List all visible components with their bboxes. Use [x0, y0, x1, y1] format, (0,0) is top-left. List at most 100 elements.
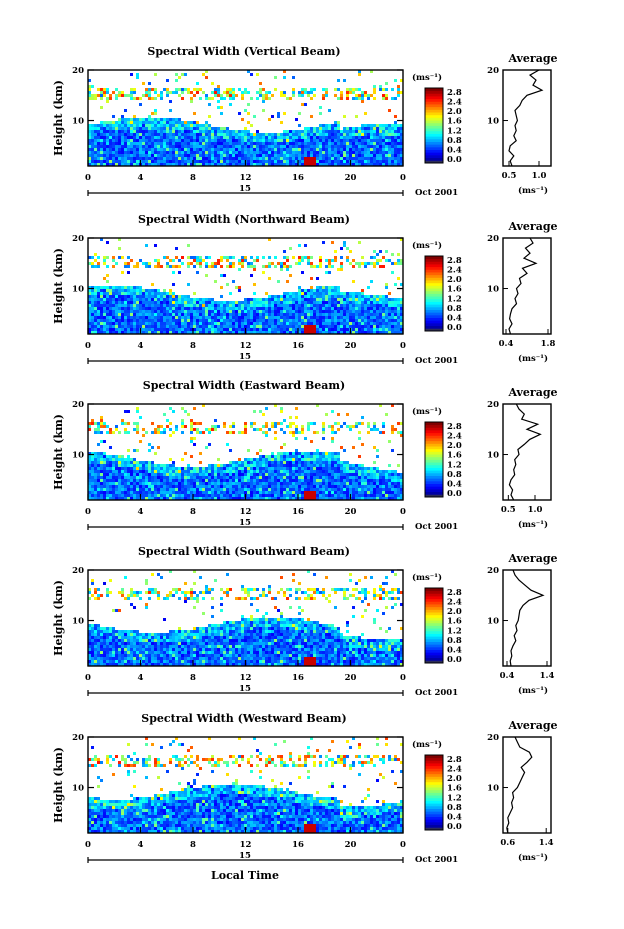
heatmap-cell	[337, 142, 340, 145]
heatmap-cell	[175, 322, 178, 325]
heatmap-cell	[217, 157, 220, 160]
heatmap-cell	[268, 304, 271, 307]
heatmap-cell	[283, 250, 286, 253]
heatmap-cell	[202, 91, 205, 94]
heatmap-cell	[247, 121, 250, 124]
heatmap-cell	[103, 292, 106, 295]
heatmap-cell	[100, 310, 103, 313]
heatmap-cell	[340, 247, 343, 250]
heatmap-cell	[136, 431, 139, 434]
heatmap-cell	[229, 160, 232, 163]
heatmap-cell	[223, 148, 226, 151]
heatmap-cell	[310, 277, 313, 280]
heatmap-cell	[301, 91, 304, 94]
heatmap-cell	[217, 91, 220, 94]
heatmap-cell	[103, 163, 106, 166]
heatmap-cell	[277, 455, 280, 458]
heatmap-cell	[343, 298, 346, 301]
heatmap-cell	[163, 413, 166, 416]
heatmap-cell	[190, 124, 193, 127]
heatmap-cell	[199, 494, 202, 497]
heatmap-cell	[163, 157, 166, 160]
heatmap-cell	[355, 310, 358, 313]
heatmap-cell	[187, 491, 190, 494]
heatmap-cell	[208, 313, 211, 316]
heatmap-cell	[334, 259, 337, 262]
heatmap-cell	[211, 307, 214, 310]
heatmap-cell	[88, 127, 91, 130]
heatmap-cell	[100, 88, 103, 91]
heatmap-cell	[91, 136, 94, 139]
heatmap-cell	[91, 139, 94, 142]
heatmap-cell	[400, 124, 403, 127]
heatmap-cell	[106, 488, 109, 491]
heatmap-cell	[172, 136, 175, 139]
heatmap-cell	[154, 452, 157, 455]
heatmap-cell	[88, 331, 91, 334]
heatmap-cell	[142, 313, 145, 316]
heatmap-cell	[181, 310, 184, 313]
heatmap-cell	[211, 479, 214, 482]
heatmap-cell	[286, 292, 289, 295]
heatmap-cell	[265, 319, 268, 322]
heatmap-cell	[271, 328, 274, 331]
heatmap-cell	[253, 422, 256, 425]
heatmap-cell	[385, 148, 388, 151]
heatmap-cell	[310, 295, 313, 298]
heatmap-cell	[139, 124, 142, 127]
heatmap-cell	[208, 331, 211, 334]
heatmap-cell	[241, 313, 244, 316]
heatmap-cell	[268, 301, 271, 304]
heatmap-cell	[298, 154, 301, 157]
heatmap-cell	[376, 154, 379, 157]
heatmap-cell	[136, 136, 139, 139]
heatmap-cell	[118, 482, 121, 485]
heatmap-cell	[196, 307, 199, 310]
heatmap-cell	[298, 286, 301, 289]
heatmap-cell	[352, 127, 355, 130]
heatmap-cell	[148, 319, 151, 322]
heatmap-cell	[253, 148, 256, 151]
heatmap-cell	[115, 313, 118, 316]
heatmap-cell	[130, 91, 133, 94]
heatmap-cell	[298, 139, 301, 142]
heatmap-cell	[106, 470, 109, 473]
heatmap-cell	[343, 244, 346, 247]
heatmap-cell	[106, 286, 109, 289]
heatmap-cell	[190, 440, 193, 443]
heatmap-cell	[337, 313, 340, 316]
heatmap-cell	[358, 88, 361, 91]
heatmap-cell	[289, 160, 292, 163]
heatmap-cell	[364, 145, 367, 148]
heatmap-cell	[232, 280, 235, 283]
heatmap-cell	[343, 322, 346, 325]
heatmap-cell	[148, 115, 151, 118]
heatmap-cell	[208, 154, 211, 157]
heatmap-cell	[286, 268, 289, 271]
heatmap-cell	[229, 322, 232, 325]
heatmap-cell	[232, 313, 235, 316]
heatmap-cell	[214, 154, 217, 157]
heatmap-cell	[151, 142, 154, 145]
heatmap-cell	[262, 88, 265, 91]
heatmap-cell	[388, 142, 391, 145]
heatmap-cell	[322, 130, 325, 133]
heatmap-cell	[172, 491, 175, 494]
heatmap-cell	[340, 265, 343, 268]
heatmap-cell	[265, 467, 268, 470]
heatmap-cell	[199, 139, 202, 142]
heatmap-cell	[205, 482, 208, 485]
heatmap-cell	[196, 470, 199, 473]
heatmap-cell	[316, 298, 319, 301]
heatmap-cell	[124, 136, 127, 139]
heatmap-cell	[151, 160, 154, 163]
heatmap-cell	[103, 145, 106, 148]
heatmap-cell	[133, 485, 136, 488]
heatmap-cell	[373, 265, 376, 268]
heatmap-cell	[175, 319, 178, 322]
heatmap-cell	[169, 307, 172, 310]
heatmap-cell	[397, 298, 400, 301]
heatmap-cell	[238, 160, 241, 163]
heatmap-cell	[127, 497, 130, 500]
colorbar-tick-label: 0.8	[447, 304, 462, 314]
